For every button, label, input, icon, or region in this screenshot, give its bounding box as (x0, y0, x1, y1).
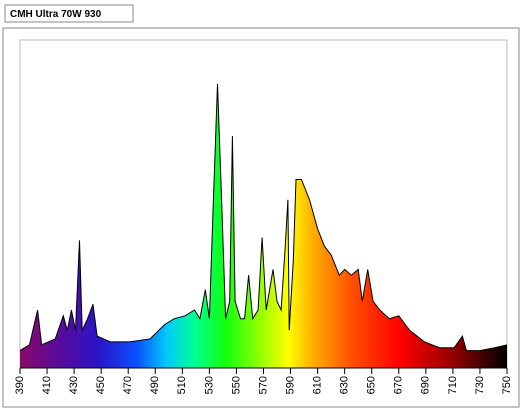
x-tick-label: 630 (339, 376, 351, 394)
x-tick-label: 650 (366, 376, 378, 394)
x-tick-label: 390 (14, 376, 26, 394)
x-tick-label: 490 (149, 376, 161, 394)
x-tick-label: 730 (474, 376, 486, 394)
x-tick-label: 590 (284, 376, 296, 394)
x-tick-label: 570 (257, 376, 269, 394)
chart-title: CMH Ultra 70W 930 (10, 9, 102, 20)
title-box (4, 4, 134, 23)
x-tick-label: 670 (393, 376, 405, 394)
x-tick-label: 750 (501, 376, 513, 394)
spectrum-line (19, 83, 508, 352)
spectrum-area (20, 83, 507, 369)
x-tick-label: 530 (203, 376, 215, 394)
x-tick-label: 450 (95, 376, 107, 394)
x-tick-label: 470 (122, 376, 134, 394)
x-tick-label: 410 (41, 376, 53, 394)
x-tick-label: 710 (447, 376, 459, 394)
x-tick-label: 610 (312, 376, 324, 394)
x-tick-label: 550 (230, 376, 242, 394)
x-tick-label: 690 (420, 376, 432, 394)
x-tick-label: 510 (176, 376, 188, 394)
x-tick-label: 430 (68, 376, 80, 394)
